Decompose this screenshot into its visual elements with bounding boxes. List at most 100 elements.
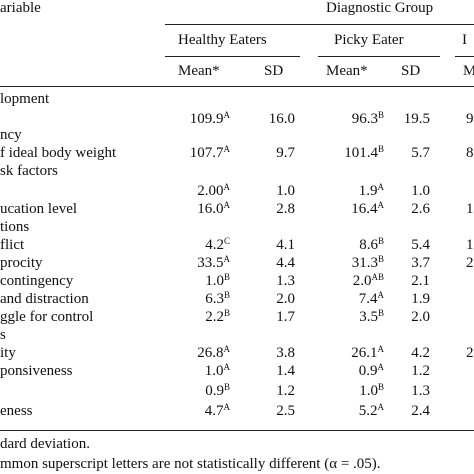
significance-superscript: B — [377, 254, 384, 264]
picky-mean-cell: 31.3B — [351, 254, 384, 272]
healthy-mean-cell: 26.8A — [197, 344, 231, 362]
picky-mean-cell: 7.4A — [358, 290, 385, 308]
row-label: ponsiveness — [0, 363, 73, 379]
healthy-sd-cell: 1.3 — [276, 273, 295, 289]
picky-mean-cell: 0.9A — [358, 362, 385, 380]
mean-header-3-partial: M — [463, 63, 474, 79]
significance-superscript: B — [223, 272, 230, 282]
healthy-sd-cell: 3.8 — [276, 345, 295, 361]
picky-sd-cell: 19.5 — [403, 111, 430, 127]
third-mean-partial-cell: 1 — [466, 201, 474, 217]
third-group-rule — [455, 56, 474, 57]
picky-mean-cell: 2.0AB — [352, 272, 384, 290]
healthy-sd-cell: 2.0 — [276, 291, 295, 307]
picky-sd-cell: 2.6 — [411, 201, 430, 217]
significance-superscript: B — [223, 308, 230, 318]
picky-mean-cell: 8.6B — [359, 236, 384, 254]
healthy-mean-cell: 2.00A — [197, 182, 231, 200]
healthy-mean-cell: 109.9A — [189, 110, 231, 128]
picky-mean-cell: 5.2A — [358, 402, 385, 420]
significance-superscript: A — [223, 144, 231, 154]
significance-superscript: A — [377, 182, 385, 192]
healthy-mean-cell: 16.0A — [197, 200, 230, 218]
significance-superscript: B — [223, 290, 230, 300]
healthy-sd-cell: 9.7 — [276, 145, 295, 161]
significance-superscript: B — [377, 110, 384, 120]
healthy-mean-cell: 4.7A — [204, 402, 230, 420]
picky-sd-cell: 1.9 — [411, 291, 430, 307]
healthy-mean-cell: 107.7A — [189, 144, 231, 162]
healthy-eaters-rule — [165, 56, 300, 57]
picky-sd-cell: 5.7 — [411, 145, 430, 161]
picky-sd-cell: 1.2 — [411, 363, 430, 379]
significance-superscript: A — [223, 362, 231, 372]
picky-mean-cell: 1.9A — [358, 182, 385, 200]
significance-superscript: A — [223, 344, 231, 354]
significance-superscript: C — [223, 236, 230, 246]
significance-superscript: A — [377, 200, 385, 210]
header-bottom-rule — [0, 86, 474, 87]
picky-mean-cell: 26.1A — [351, 344, 385, 362]
group-header-rule — [165, 24, 474, 25]
group-healthy-eaters: Healthy Eaters — [178, 32, 267, 48]
picky-mean-cell: 3.5B — [359, 308, 384, 326]
row-label: eness — [0, 403, 33, 419]
group-picky-eater: Picky Eater — [334, 32, 404, 48]
picky-sd-cell: 1.0 — [411, 183, 430, 199]
third-mean-partial-cell: 8 — [466, 145, 474, 161]
row-label: ity — [0, 345, 16, 361]
healthy-mean-cell: 0.9B — [205, 382, 230, 400]
sd-header-1: SD — [264, 63, 284, 79]
significance-superscript: B — [377, 236, 384, 246]
group-third-partial: I — [462, 32, 467, 48]
diagnostic-group-header: Diagnostic Group — [326, 0, 434, 16]
mean-header-2: Mean* — [326, 63, 368, 79]
third-mean-partial-cell: 2 — [466, 255, 474, 271]
picky-sd-cell: 4.2 — [411, 345, 430, 361]
healthy-sd-cell: 1.4 — [276, 363, 295, 379]
healthy-mean-cell: 33.5A — [197, 254, 230, 272]
significance-superscript: A — [377, 344, 385, 354]
healthy-sd-cell: 4.1 — [276, 237, 295, 253]
healthy-sd-cell: 1.0 — [276, 183, 295, 199]
footnote-sd: dard deviation. — [0, 436, 90, 452]
significance-superscript: A — [377, 290, 385, 300]
picky-mean-cell: 96.3B — [351, 110, 384, 128]
table-bottom-rule — [0, 430, 474, 431]
picky-eater-rule — [318, 56, 440, 57]
significance-superscript: A — [223, 110, 231, 120]
row-label: sk factors — [0, 163, 58, 179]
significance-superscript: A — [223, 182, 231, 192]
healthy-mean-cell: 1.0B — [205, 272, 230, 290]
significance-superscript: AB — [371, 272, 384, 282]
picky-mean-cell: 101.4B — [344, 144, 384, 162]
variable-column-header: ariable — [0, 0, 41, 16]
significance-superscript: A — [377, 402, 385, 412]
third-mean-partial-cell: 2 — [466, 345, 474, 361]
footnote-superscripts: mmon superscript letters are not statist… — [0, 456, 381, 472]
picky-mean-cell: 16.4A — [351, 200, 385, 218]
picky-sd-cell: 5.4 — [411, 237, 430, 253]
healthy-sd-cell: 2.5 — [276, 403, 295, 419]
row-label: f ideal body weight — [0, 145, 117, 161]
healthy-sd-cell: 4.4 — [276, 255, 295, 271]
mean-header-1: Mean* — [178, 63, 220, 79]
row-label: s — [0, 327, 6, 343]
significance-superscript: B — [377, 144, 384, 154]
third-mean-partial-cell: 1 — [466, 237, 474, 253]
row-label: procity — [0, 255, 43, 271]
row-label: tions — [0, 219, 30, 235]
healthy-mean-cell: 4.2C — [205, 236, 230, 254]
row-label: ncy — [0, 127, 22, 143]
healthy-sd-cell: 1.2 — [276, 383, 295, 399]
significance-superscript: A — [377, 362, 385, 372]
row-label: contingency — [0, 273, 74, 289]
picky-sd-cell: 2.1 — [411, 273, 430, 289]
significance-superscript: B — [223, 382, 230, 392]
picky-mean-cell: 1.0B — [359, 382, 384, 400]
healthy-sd-cell: 1.7 — [276, 309, 295, 325]
significance-superscript: B — [377, 308, 384, 318]
healthy-mean-cell: 1.0A — [204, 362, 231, 380]
healthy-mean-cell: 2.2B — [205, 308, 230, 326]
sd-header-2: SD — [401, 63, 421, 79]
